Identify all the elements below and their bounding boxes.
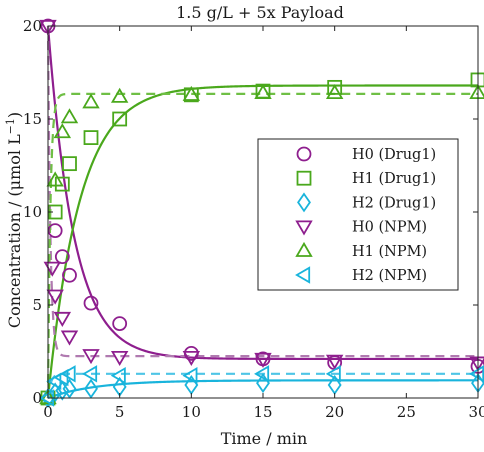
data-point	[112, 376, 127, 397]
data-point	[182, 366, 198, 385]
fit-curve-5	[46, 92, 478, 399]
data-point	[327, 374, 342, 396]
data-point	[254, 352, 272, 368]
data-point	[469, 365, 484, 383]
fit-curve-1	[46, 25, 478, 361]
legend-label: H1 (Drug1)	[352, 171, 436, 187]
data-point	[53, 311, 72, 327]
data-point	[62, 378, 77, 399]
data-point	[110, 350, 129, 367]
data-point	[327, 79, 343, 95]
data-point	[82, 349, 100, 365]
legend-label: H2 (NPM)	[352, 268, 427, 284]
data-points	[39, 18, 484, 409]
data-point	[54, 176, 70, 192]
series-4	[39, 19, 484, 372]
x-axis-title: Time / min	[221, 429, 308, 448]
legend-marker	[295, 266, 311, 284]
y-axis-title: Concentration / (μmol L−1)	[4, 112, 24, 328]
legend-label: H0 (NPM)	[352, 220, 427, 236]
data-point	[60, 365, 76, 383]
data-point	[62, 267, 77, 283]
data-point	[84, 378, 98, 399]
axes: 0 5 10 15 20 25 30 0 5 10 15 20	[23, 17, 484, 421]
data-point	[83, 130, 99, 146]
data-point	[254, 365, 270, 383]
x-tick-label: 5	[115, 403, 125, 421]
data-point	[47, 223, 63, 239]
y-tick-label: 5	[32, 296, 42, 314]
data-point	[48, 382, 63, 403]
chart-title: 1.5 g/L + 5x Payload	[176, 3, 344, 22]
legend-marker	[296, 170, 312, 186]
fit-curve-4	[46, 25, 478, 358]
data-point	[325, 354, 344, 370]
x-tick-label: 25	[397, 403, 416, 421]
x-tick-label: 30	[468, 403, 484, 421]
data-point	[182, 85, 201, 101]
y-tick-label: 15	[23, 110, 42, 128]
data-point	[39, 389, 57, 405]
y-tick-label: 20	[23, 17, 42, 35]
legend-label: H0 (Drug1)	[352, 147, 436, 163]
legend-marker	[295, 220, 313, 236]
data-point	[60, 330, 79, 346]
data-point	[110, 366, 126, 385]
legend-marker	[297, 192, 311, 213]
data-point	[254, 84, 272, 100]
series-6	[39, 365, 484, 407]
y-tick-label: 0	[32, 389, 42, 407]
data-point	[325, 365, 341, 383]
fit-curve-3	[47, 379, 478, 400]
data-point	[112, 316, 128, 332]
x-tick-label: 15	[253, 403, 272, 421]
x-tick-label: 20	[325, 403, 344, 421]
legend-label: H1 (NPM)	[352, 244, 427, 260]
legend: H0 (Drug1) H1 (Drug1) H2 (Drug1) H0 (NPM) H1…	[257, 138, 459, 291]
data-point	[54, 249, 70, 265]
data-point	[82, 365, 98, 383]
x-tick-label: 10	[182, 403, 201, 421]
y-tick-label: 10	[23, 203, 42, 221]
data-point	[43, 261, 62, 277]
data-point	[60, 108, 79, 124]
legend-marker	[295, 241, 313, 257]
data-point	[325, 84, 344, 100]
data-point	[53, 123, 72, 139]
data-point	[46, 289, 64, 305]
data-point	[83, 295, 99, 311]
x-tick-label: 0	[43, 403, 53, 421]
legend-box	[257, 138, 459, 291]
data-point	[110, 87, 129, 103]
data-point	[39, 19, 57, 35]
data-point	[46, 171, 64, 187]
data-point	[62, 156, 77, 172]
data-point	[112, 111, 128, 127]
legend-marker	[296, 146, 312, 162]
legend-label: H2 (Drug1)	[352, 195, 436, 211]
data-point	[469, 84, 484, 100]
data-point	[82, 93, 100, 109]
data-point	[182, 350, 201, 367]
